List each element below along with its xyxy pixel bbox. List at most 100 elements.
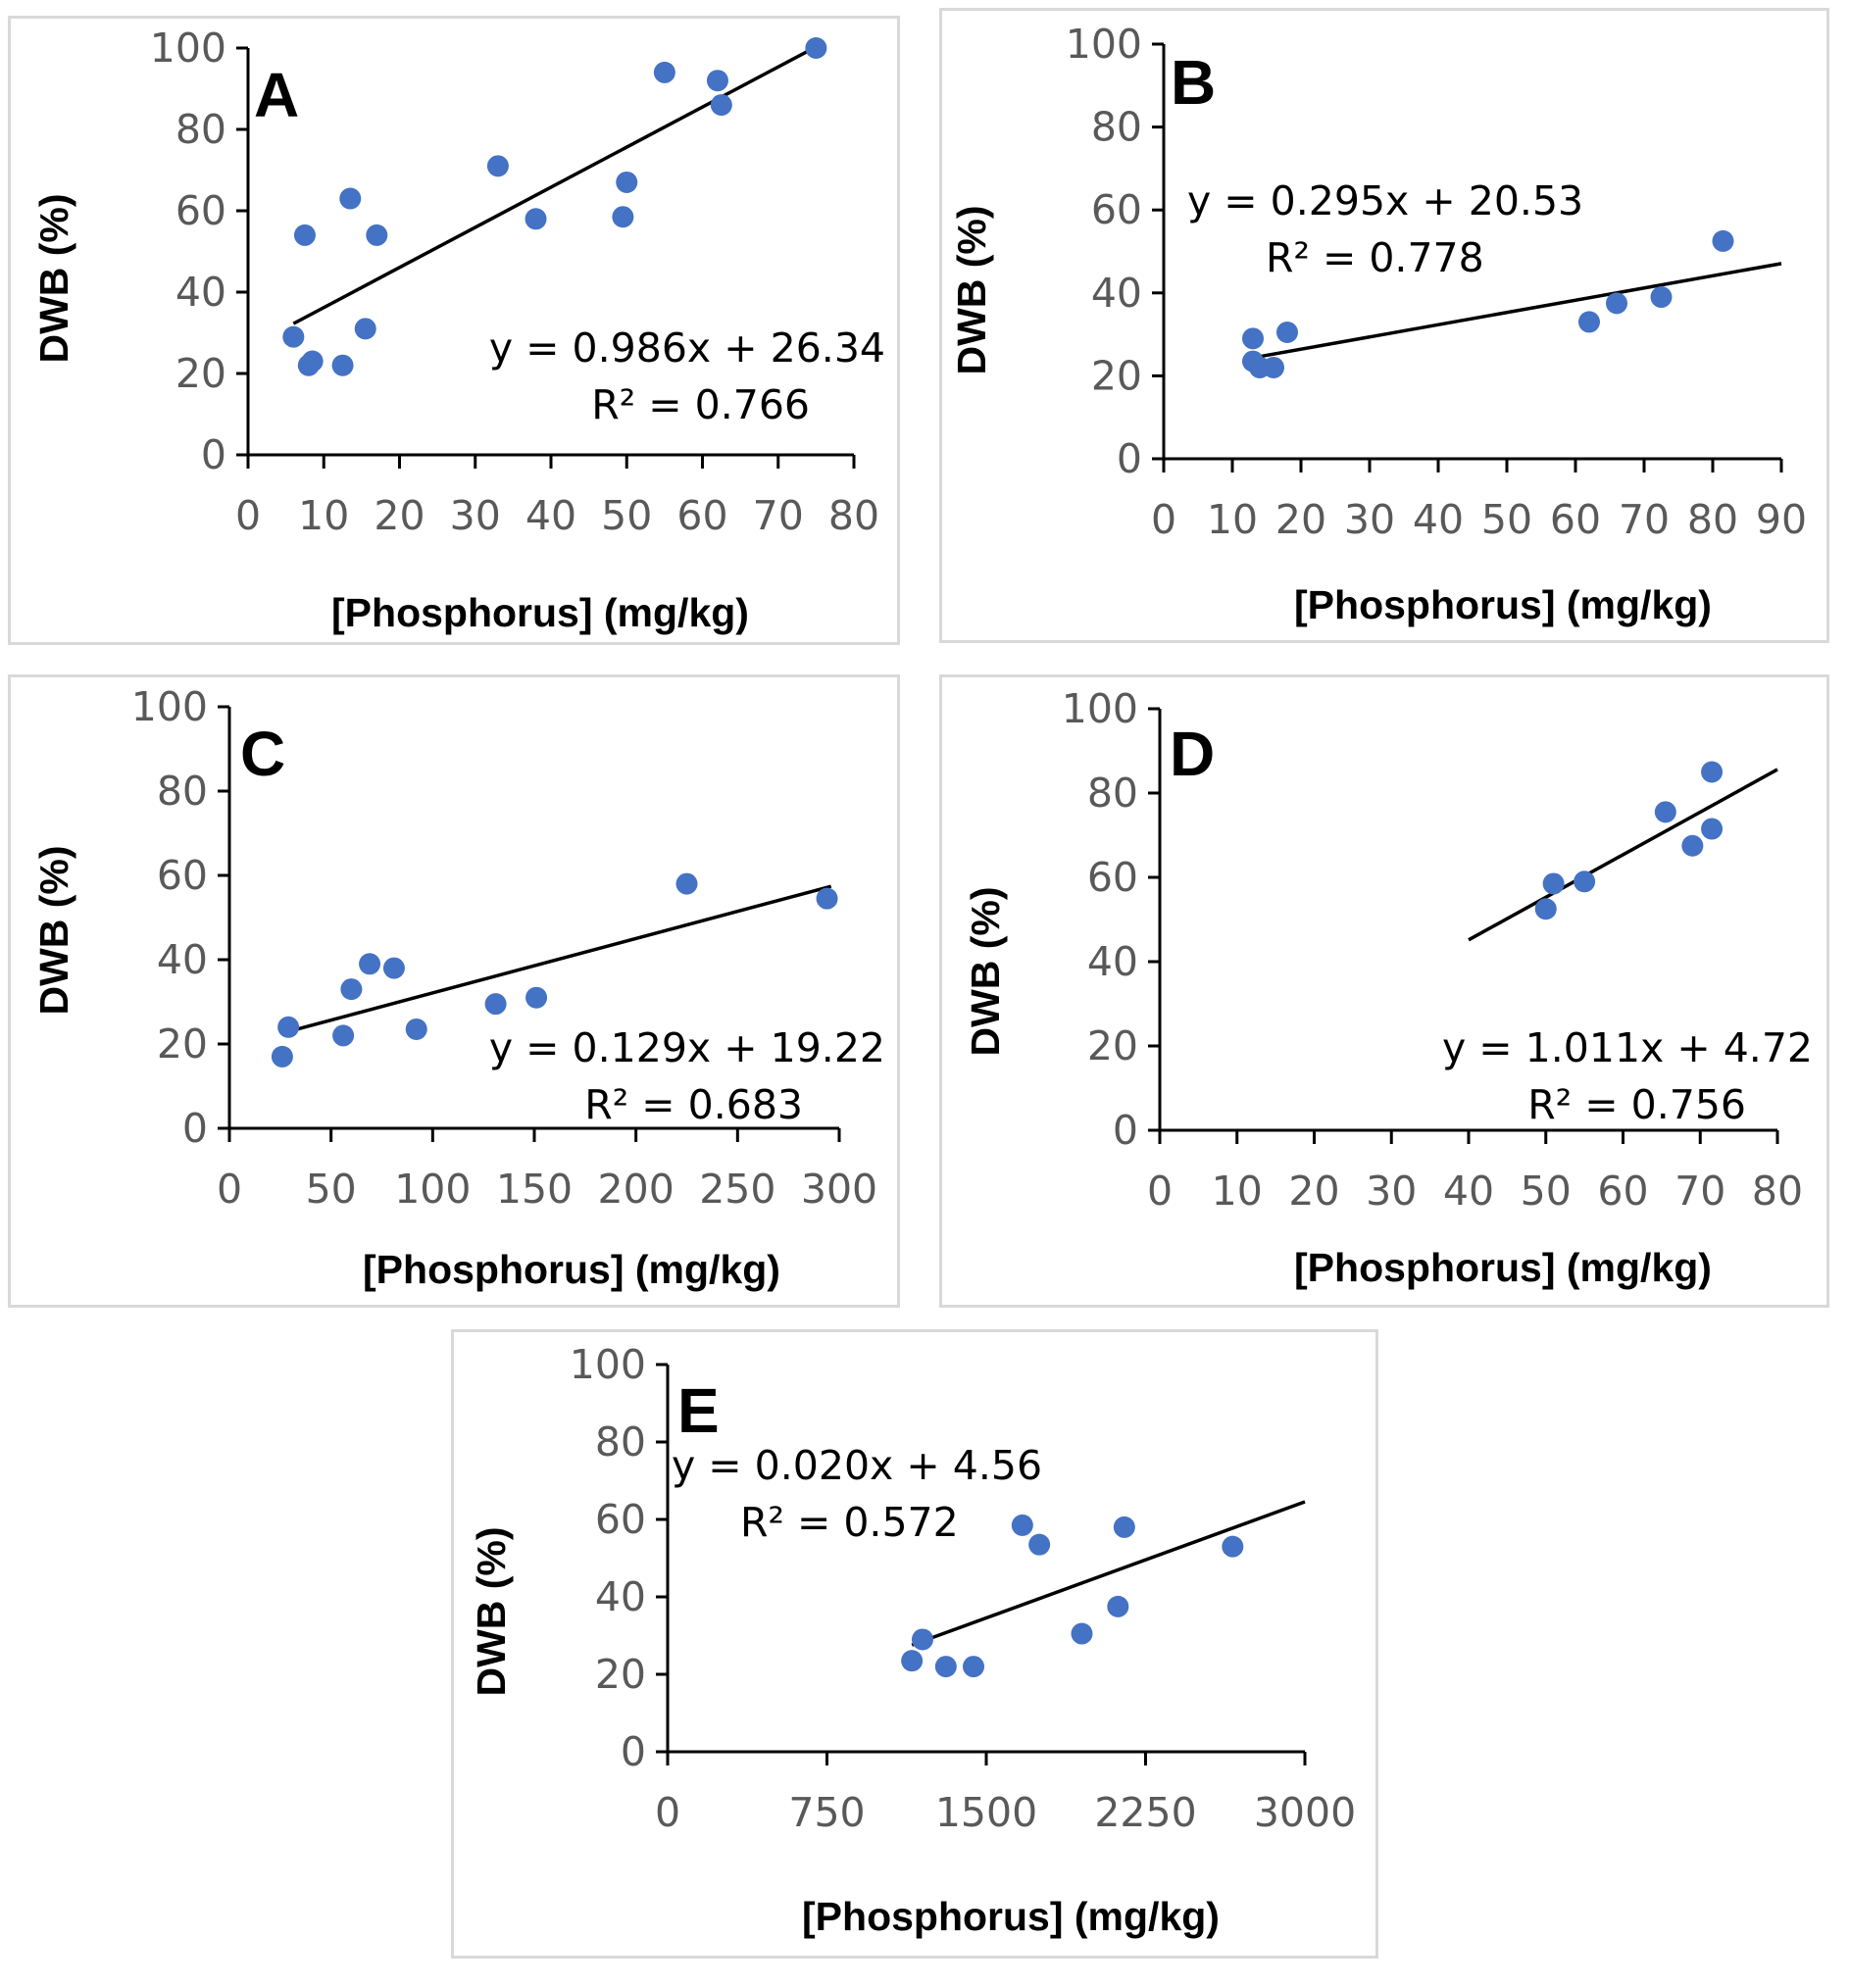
chart-c-x-tick-label: 300 xyxy=(801,1166,877,1213)
chart-d-x-tick-label: 80 xyxy=(1752,1168,1803,1215)
chart-c-x-tick-label: 50 xyxy=(306,1166,357,1213)
chart-e-y-tick-label: 0 xyxy=(621,1728,646,1775)
chart-a-y-tick-label: 0 xyxy=(201,431,226,478)
chart-c-x-tick-label: 0 xyxy=(217,1166,242,1213)
chart-b-x-tick-label: 20 xyxy=(1275,496,1326,543)
chart-b-x-tick-label: 0 xyxy=(1151,496,1176,543)
chart-e-data-point xyxy=(963,1656,984,1678)
chart-panel-a: 0 20 40 60 80 100 0 10 20 30 40 50 60 70 80 A y = 0.98… xyxy=(8,16,900,645)
chart-d-x-axis-title: [Phosphorus] (mg/kg) xyxy=(1294,1245,1712,1290)
chart-c-data-point xyxy=(405,1018,427,1040)
chart-c-data-point xyxy=(340,978,363,1001)
chart-a-y-tick-label: 100 xyxy=(150,25,226,72)
chart-e-x-tick-label: 0 xyxy=(655,1789,680,1836)
chart-d-plot-area: 0 20 40 60 80 100 0 10 20 30 40 50 60 70 80 xyxy=(1062,685,1803,1215)
chart-c-data-point xyxy=(332,1024,355,1047)
chart-a-data-point xyxy=(653,61,675,83)
chart-a-data-point xyxy=(354,318,376,340)
chart-e-plot-area: 0 20 40 60 80 100 0 750 1500 2250 3000 xyxy=(570,1341,1356,1836)
chart-c-plot-area: 0 20 40 60 80 100 0 50 100 150 200 250 300 xyxy=(131,683,877,1213)
chart-c-x-tick-label: 250 xyxy=(699,1166,775,1213)
chart-a-panel-label: A xyxy=(254,60,299,130)
chart-b-data-point xyxy=(1712,229,1734,252)
chart-d-y-tick-label: 20 xyxy=(1087,1022,1138,1069)
chart-a-data-point xyxy=(282,325,305,348)
chart-a-data-point xyxy=(710,94,732,117)
chart-a-x-tick-label: 10 xyxy=(298,492,349,539)
chart-b-panel-label: B xyxy=(1171,47,1216,118)
chart-c-data-point xyxy=(359,953,381,975)
chart-b-x-axis-title: [Phosphorus] (mg/kg) xyxy=(1294,582,1712,627)
chart-a-equation: y = 0.986x + 26.34 xyxy=(489,324,885,372)
chart-a-data-point xyxy=(616,171,638,193)
chart-e-y-tick-label: 20 xyxy=(595,1651,646,1698)
chart-e-y-tick-label: 80 xyxy=(595,1418,646,1466)
chart-b-r-squared: R² = 0.778 xyxy=(1266,234,1484,281)
chart-e-data-point xyxy=(1113,1516,1135,1538)
chart-a-x-tick-label: 30 xyxy=(450,492,501,539)
chart-e-x-tick-label: 3000 xyxy=(1254,1789,1356,1836)
chart-c-svg: 0 20 40 60 80 100 0 50 100 150 200 250 300 C y = 0.1… xyxy=(31,683,885,1292)
chart-a-data-point xyxy=(339,187,362,210)
chart-c-equation: y = 0.129x + 19.22 xyxy=(489,1024,885,1071)
chart-b-plot-area: 0 20 40 60 80 100 0 10 20 30 40 50 60 70 80 90 xyxy=(1066,21,1807,543)
chart-d-x-tick-label: 70 xyxy=(1674,1168,1725,1215)
chart-c-x-tick-label: 150 xyxy=(496,1166,573,1213)
chart-c-y-tick-label: 80 xyxy=(157,768,208,815)
chart-e-trendline xyxy=(911,1500,1306,1647)
chart-e-y-tick-label: 40 xyxy=(595,1573,646,1620)
chart-a-x-tick-label: 40 xyxy=(525,492,576,539)
chart-b-data-point xyxy=(1650,286,1673,309)
chart-b-y-axis-title: DWB (%) xyxy=(949,205,994,374)
chart-b-x-tick-label: 60 xyxy=(1550,496,1601,543)
chart-d-y-tick-label: 60 xyxy=(1087,854,1138,901)
chart-b-data-point xyxy=(1276,321,1298,343)
chart-b-svg: 0 20 40 60 80 100 0 10 20 30 40 50 60 70 80 90 B y = 0.… xyxy=(949,21,1807,627)
chart-d-data-point xyxy=(1574,870,1596,893)
chart-d-data-point xyxy=(1542,872,1565,895)
chart-c-data-point xyxy=(484,993,507,1016)
chart-c-x-axis-title: [Phosphorus] (mg/kg) xyxy=(363,1247,780,1292)
chart-d-data-point xyxy=(1654,801,1676,823)
chart-b-x-tick-label: 80 xyxy=(1687,496,1738,543)
chart-c-data-point xyxy=(525,986,548,1009)
chart-a-x-axis-title: [Phosphorus] (mg/kg) xyxy=(331,590,749,635)
chart-c-data-point xyxy=(277,1016,300,1038)
chart-a-data-point xyxy=(366,224,388,246)
chart-d-panel-label: D xyxy=(1170,719,1215,789)
chart-panel-e: 0 20 40 60 80 100 0 750 1500 2250 3000 E y = 0.020… xyxy=(451,1329,1378,1959)
chart-a-x-tick-label: 60 xyxy=(676,492,727,539)
chart-e-x-tick-label: 1500 xyxy=(935,1789,1037,1836)
chart-d-data-point xyxy=(1681,834,1704,857)
chart-a-y-tick-label: 20 xyxy=(175,350,226,397)
chart-e-data-point xyxy=(1011,1514,1033,1536)
chart-d-x-tick-label: 60 xyxy=(1597,1168,1648,1215)
chart-b-x-tick-label: 70 xyxy=(1619,496,1670,543)
chart-d-y-tick-label: 80 xyxy=(1087,770,1138,817)
chart-a-data-point xyxy=(525,208,547,230)
chart-c-data-point xyxy=(271,1045,293,1068)
chart-a-data-point xyxy=(486,155,509,177)
chart-b-trendline xyxy=(1252,262,1782,360)
chart-b-y-tick-label: 60 xyxy=(1091,186,1142,233)
chart-c-y-tick-label: 20 xyxy=(157,1020,208,1068)
chart-e-panel-label: E xyxy=(677,1375,720,1446)
chart-a-svg: 0 20 40 60 80 100 0 10 20 30 40 50 60 70 80 A y = 0.98… xyxy=(31,25,885,635)
chart-d-y-tick-label: 0 xyxy=(1113,1107,1138,1154)
chart-b-y-tick-label: 40 xyxy=(1091,270,1142,317)
chart-d-x-tick-label: 10 xyxy=(1212,1168,1263,1215)
chart-a-x-tick-label: 70 xyxy=(753,492,804,539)
chart-a-data-point xyxy=(805,37,827,59)
chart-panel-b: 0 20 40 60 80 100 0 10 20 30 40 50 60 70 80 90 B y = 0.… xyxy=(939,8,1829,643)
chart-c-x-tick-label: 100 xyxy=(394,1166,471,1213)
chart-a-x-tick-label: 80 xyxy=(828,492,879,539)
chart-b-y-tick-label: 0 xyxy=(1117,435,1142,482)
chart-b-data-point xyxy=(1242,327,1264,350)
chart-e-data-point xyxy=(901,1650,924,1672)
chart-e-data-point xyxy=(1107,1595,1129,1617)
chart-e-x-tick-label: 2250 xyxy=(1094,1789,1196,1836)
chart-d-x-tick-label: 30 xyxy=(1366,1168,1417,1215)
chart-b-x-tick-label: 40 xyxy=(1413,496,1464,543)
chart-a-plot-area: 0 20 40 60 80 100 0 10 20 30 40 50 60 70 80 xyxy=(150,25,879,539)
chart-d-r-squared: R² = 0.756 xyxy=(1527,1081,1746,1128)
